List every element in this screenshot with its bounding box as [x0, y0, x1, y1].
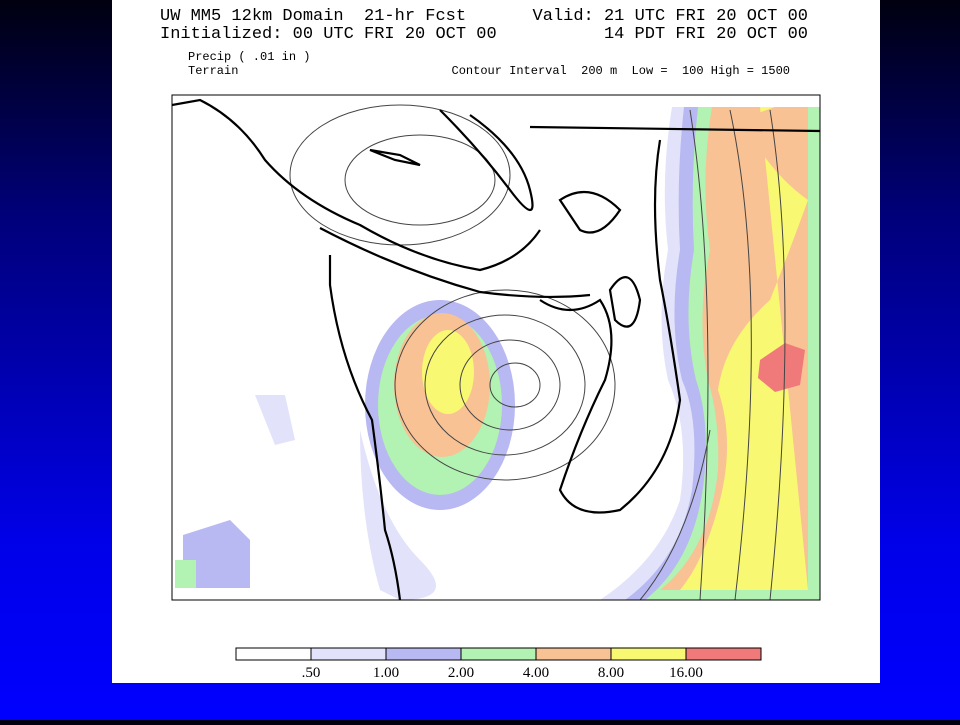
header-valid: Valid: 21 UTC FRI 20 OCT 00 [533, 7, 808, 26]
colorbar-swatch [460, 647, 537, 661]
field-contour: Contour Interval 200 m Low = 100 High = … [452, 64, 790, 78]
colorbar: .50 1.00 2.00 4.00 8.00 16.00 [235, 647, 762, 681]
header-title: UW MM5 12km Domain 21-hr Fcst [160, 7, 466, 26]
colorbar-swatch [535, 647, 612, 661]
colorbar-swatch [310, 647, 387, 661]
colorbar-swatch [385, 647, 462, 661]
colorbar-swatch [685, 647, 762, 661]
header-init: Initialized: 00 UTC FRI 20 OCT 00 [160, 25, 497, 44]
colorbar-swatch [235, 647, 312, 661]
map-frame [171, 94, 821, 601]
colorbar-label: 4.00 [523, 665, 549, 681]
colorbar-swatch [610, 647, 687, 661]
header-local: 14 PDT FRI 20 OCT 00 [604, 25, 808, 44]
map [171, 94, 821, 601]
field-terrain: Terrain [188, 64, 238, 78]
colorbar-label: 1.00 [373, 665, 399, 681]
colorbar-label: .50 [302, 665, 321, 681]
colorbar-label: 2.00 [448, 665, 474, 681]
colorbar-label: 16.00 [669, 665, 703, 681]
field-precip: Precip ( .01 in ) [188, 50, 310, 64]
colorbar-label: 8.00 [598, 665, 624, 681]
